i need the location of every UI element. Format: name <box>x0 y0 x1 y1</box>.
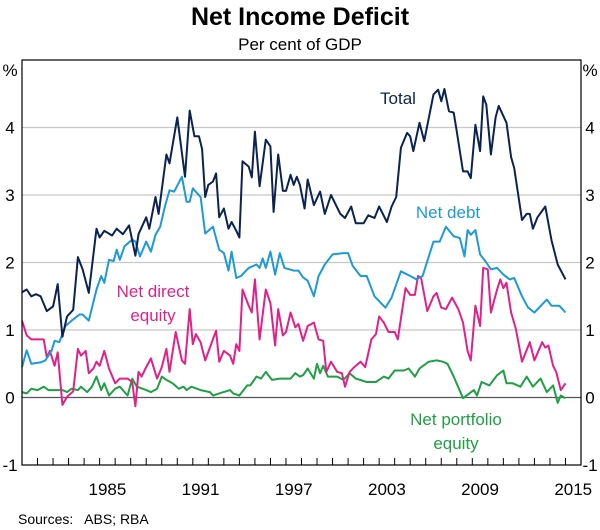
y-tick-label-left: 4 <box>5 119 14 138</box>
series-label-net-portfolio-equity: Net portfolio <box>410 410 502 429</box>
sources-note: Sources: ABS; RBA <box>18 511 149 527</box>
x-tick-label: 1985 <box>88 480 126 499</box>
x-axis: 1985 1991 1997 2003 2009 2015 <box>37 458 592 499</box>
y-tick-label-left: 3 <box>5 186 14 205</box>
y-tick-label-left: 1 <box>5 321 14 340</box>
series-label-net-direct-equity: equity <box>130 306 176 325</box>
series-label-net-direct-equity: Net direct <box>117 282 190 301</box>
chart-subtitle: Per cent of GDP <box>238 35 362 54</box>
y-tick-label-right: 3 <box>585 186 594 205</box>
y-tick-label-right: 4 <box>585 119 594 138</box>
x-tick-label: 1997 <box>275 480 313 499</box>
series-labels: Total Net debt Net direct equity Net portfol… <box>117 89 502 453</box>
x-tick-label: 2009 <box>461 480 499 499</box>
series-lines <box>21 88 567 408</box>
series-label-net-debt: Net debt <box>416 203 481 222</box>
series-line-net-direct-equity <box>21 266 567 408</box>
x-tick-label: 2015 <box>554 480 592 499</box>
y-axis: -1 -1 0 0 1 1 2 2 3 3 4 4 <box>2 119 597 476</box>
y-tick-label-left: -1 <box>2 456 17 475</box>
x-tick-label: 2003 <box>368 480 406 499</box>
y-tick-label-right: -1 <box>582 456 597 475</box>
series-line-net-portfolio-equity <box>21 359 566 404</box>
y-tick-label-right: 0 <box>585 389 594 408</box>
y-unit-right: % <box>582 61 597 80</box>
y-tick-label-left: 2 <box>5 254 14 273</box>
series-label-total: Total <box>380 89 416 108</box>
gridlines <box>22 126 581 399</box>
series-line-net-debt <box>21 175 567 368</box>
x-tick-label: 1991 <box>182 480 220 499</box>
chart-title: Net Income Deficit <box>191 3 410 31</box>
y-tick-label-left: 0 <box>5 389 14 408</box>
y-unit-left: % <box>2 61 17 80</box>
y-tick-label-right: 2 <box>585 254 594 273</box>
series-label-net-portfolio-equity: equity <box>433 434 479 453</box>
series-line-total <box>21 88 567 338</box>
y-tick-label-right: 1 <box>585 321 594 340</box>
